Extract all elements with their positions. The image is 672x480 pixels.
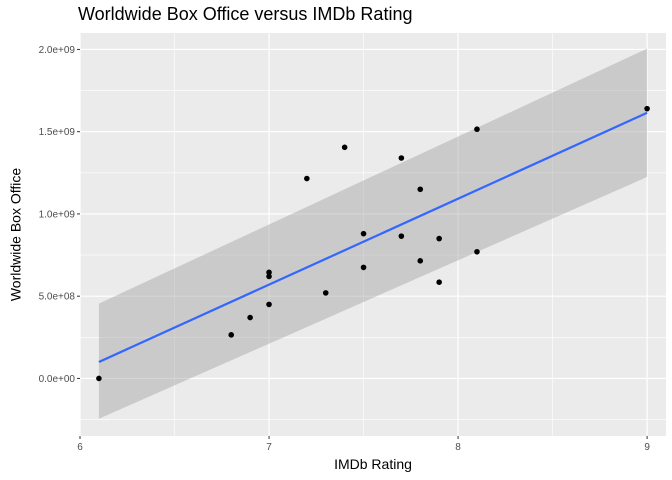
data-point — [474, 248, 480, 255]
data-point — [228, 332, 235, 338]
y-axis-ticks: 0.0e+00 5.0e+08 1.0e+09 1.5e+09 2.0e+09 — [39, 45, 80, 385]
y-tick-label: 2.0e+09 — [39, 45, 76, 56]
y-tick-label: 0.0e+00 — [39, 374, 76, 385]
data-point — [474, 126, 480, 133]
y-tick-label: 5.0e+08 — [39, 292, 76, 303]
x-tick-label: 8 — [455, 442, 461, 453]
data-point — [436, 235, 442, 242]
data-points — [96, 105, 650, 382]
x-tick-label: 9 — [644, 442, 650, 453]
data-point — [644, 105, 650, 112]
y-tick-label: 1.5e+09 — [39, 127, 76, 138]
major-gridlines — [79, 33, 666, 436]
confidence-band — [98, 48, 648, 419]
chart-title: Worldwide Box Office versus IMDb Rating — [78, 4, 413, 24]
data-point — [322, 290, 329, 296]
trend-line — [98, 111, 648, 363]
plot-panel — [80, 33, 666, 436]
data-point — [266, 301, 272, 308]
data-point — [341, 144, 348, 151]
data-point — [247, 314, 253, 321]
y-axis-title: Worldwide Box Office — [8, 168, 24, 302]
data-point — [398, 155, 405, 161]
x-tick-label: 6 — [77, 442, 83, 453]
data-point — [266, 273, 272, 280]
data-point — [96, 375, 102, 382]
data-point — [417, 186, 424, 193]
x-axis-title: IMDb Rating — [334, 456, 412, 472]
data-point — [360, 264, 367, 271]
data-point — [398, 233, 405, 239]
data-point — [360, 230, 367, 237]
data-point — [436, 279, 442, 286]
x-tick-label: 7 — [266, 442, 272, 453]
y-tick-label: 1.0e+09 — [39, 209, 76, 220]
data-point — [266, 269, 272, 276]
data-point — [417, 258, 424, 264]
x-axis-ticks: 6 7 8 9 — [77, 436, 650, 453]
data-point — [304, 175, 310, 182]
